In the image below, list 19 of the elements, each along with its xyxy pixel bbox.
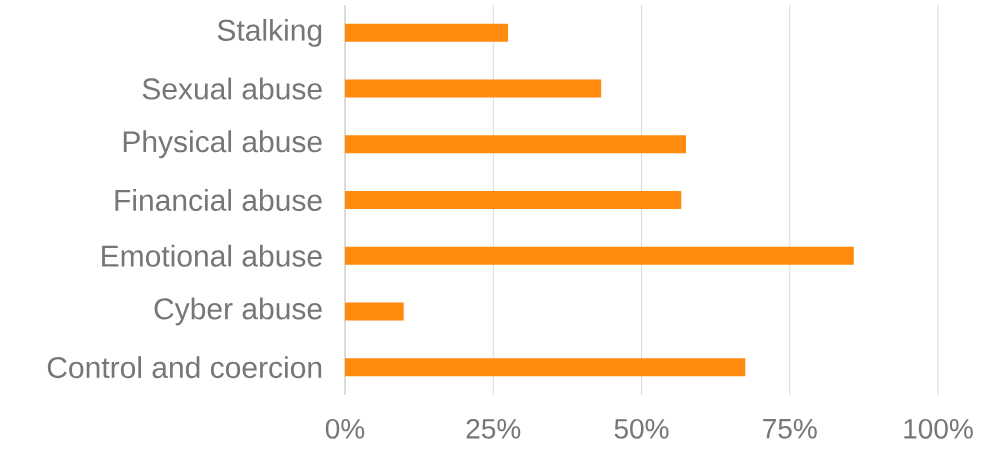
bar bbox=[345, 358, 746, 377]
bar bbox=[345, 23, 509, 42]
y-tick-label: Emotional abuse bbox=[102, 244, 322, 267]
x-tick-label: 0% bbox=[325, 418, 365, 439]
x-tick-label: 100% bbox=[904, 418, 973, 439]
y-tick-label: Financial abuse bbox=[115, 189, 322, 212]
x-tick-label: 25% bbox=[466, 418, 521, 439]
y-tick-label: Control and coercion bbox=[47, 356, 322, 379]
x-tick-label: 50% bbox=[614, 418, 669, 439]
y-tick-label: Stalking bbox=[217, 18, 322, 47]
bar bbox=[345, 246, 854, 265]
y-tick-label: Sexual abuse bbox=[142, 77, 322, 100]
y-tick-label: Cyber abuse bbox=[154, 297, 322, 326]
y-tick-label: Physical abuse bbox=[123, 130, 322, 159]
bar bbox=[345, 191, 682, 210]
x-tick-label: 75% bbox=[763, 418, 817, 439]
bar bbox=[345, 135, 686, 154]
bar bbox=[345, 302, 404, 321]
bar bbox=[345, 79, 602, 98]
